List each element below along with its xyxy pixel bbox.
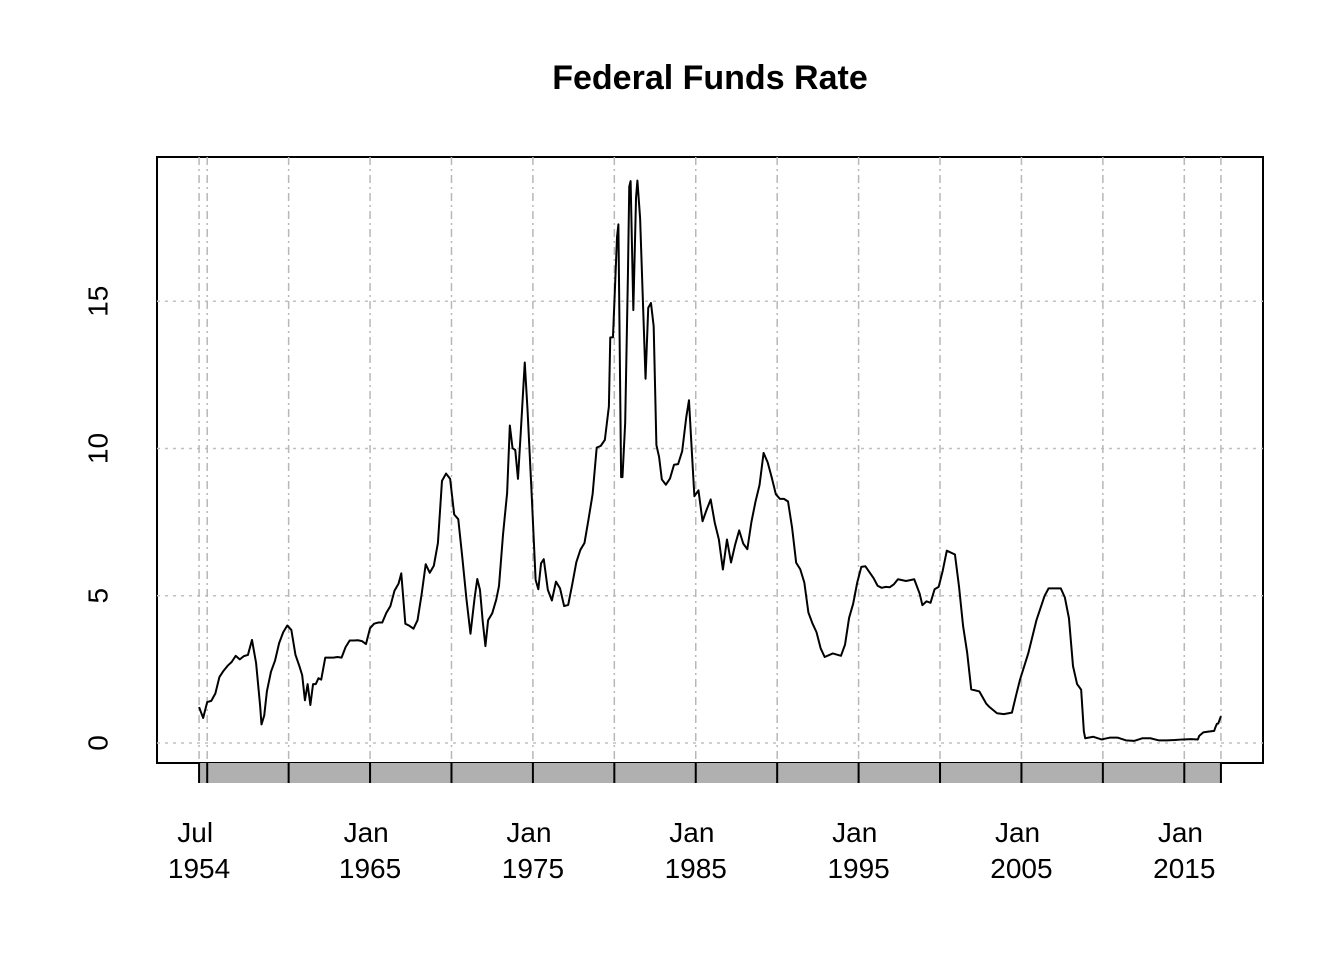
x-tick-label: Jan 1975: [502, 817, 564, 884]
y-tick-label: 5: [82, 588, 113, 604]
y-tick-label: 10: [82, 433, 113, 464]
x-tick-label: Jan 1985: [665, 817, 727, 884]
x-tick-label: Jan 1965: [339, 817, 401, 884]
x-tick-label: Jul 1954: [168, 817, 230, 884]
chart-title: Federal Funds Rate: [552, 59, 868, 97]
x-tick-label: Jan 1995: [827, 817, 889, 884]
x-tick-label: Jan 2015: [1153, 817, 1215, 884]
x-tick-label: Jan 2005: [990, 817, 1052, 884]
y-tick-label: 0: [82, 735, 113, 751]
time-tick-band: [199, 763, 1221, 783]
y-tick-label: 15: [82, 286, 113, 317]
data-line: [198, 179, 1222, 742]
